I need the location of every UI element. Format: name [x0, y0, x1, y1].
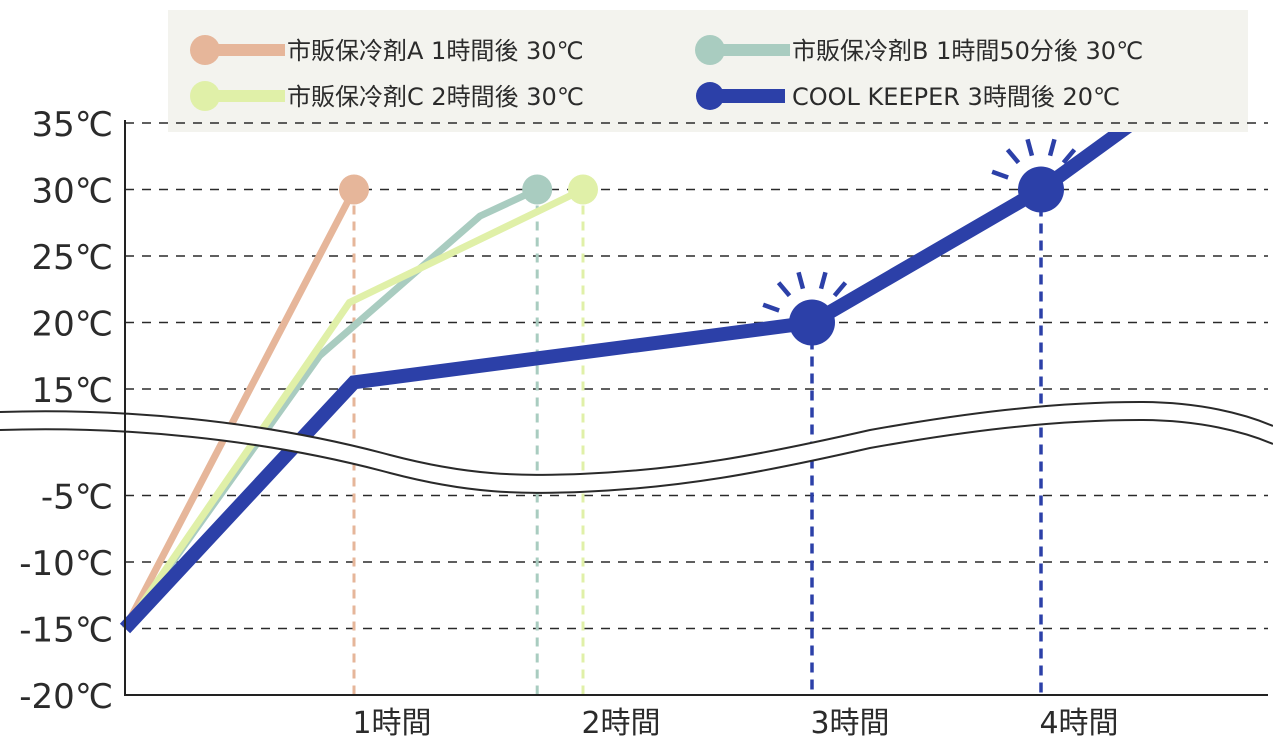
series-line-1	[121, 187, 358, 631]
marker-burst-ray	[762, 302, 780, 313]
legend-label-3: 市販保冷剤C 2時間後 30℃	[287, 83, 584, 111]
marker-series-4	[789, 299, 835, 346]
axes-layer: 35℃ 30℃ 25℃ 20℃ 15℃ -5℃ -10℃ -15℃ -20℃ 1時間 2時間 3時間 4…	[19, 105, 1268, 741]
y-tick-label: 15℃	[32, 371, 113, 411]
legend-swatch-dot-3	[190, 81, 220, 111]
x-tick-label: 2時間	[581, 706, 660, 741]
marker-burst-ray	[818, 271, 828, 290]
marker-burst-ray	[1025, 138, 1035, 157]
series-layer	[119, 132, 1133, 634]
x-tick-label: 4時間	[1039, 706, 1118, 741]
axis-break-line-lower	[0, 418, 1273, 494]
marker-series-3	[568, 174, 598, 205]
legend-label-2: 市販保冷剤B 1時間50分後 30℃	[792, 37, 1143, 65]
x-tick-label: 1時間	[352, 706, 431, 741]
marker-burst-ray	[1047, 138, 1057, 157]
y-tick-label: 30℃	[32, 172, 113, 212]
legend-swatch-dot-4	[696, 82, 724, 110]
marker-series-4	[1018, 166, 1064, 213]
axis-break	[0, 138, 1273, 494]
axis-break-band	[0, 402, 1273, 493]
drop-lines-layer	[352, 189, 1043, 695]
marker-series-1	[339, 174, 369, 205]
grid-layer	[125, 122, 1268, 630]
series-line-4	[119, 132, 1133, 634]
y-tick-label: 25℃	[32, 238, 113, 278]
y-tick-label: -15℃	[19, 611, 113, 651]
legend-label-4: COOL KEEPER 3時間後 20℃	[792, 83, 1120, 111]
marker-burst-ray	[776, 281, 792, 298]
series-line-3	[122, 186, 585, 631]
marker-burst-ray	[1005, 148, 1021, 165]
y-tick-label: -5℃	[41, 478, 113, 518]
marker-burst-ray	[796, 271, 806, 290]
legend-box	[168, 10, 1248, 132]
legend: 市販保冷剤A 1時間後 30℃ 市販保冷剤B 1時間50分後 30℃ 市販保冷剤C …	[190, 35, 1143, 111]
x-tick-label: 3時間	[810, 706, 889, 741]
legend-label-1: 市販保冷剤A 1時間後 30℃	[287, 37, 583, 65]
y-tick-label: 20℃	[32, 305, 113, 345]
y-tick-label: -20℃	[19, 677, 113, 717]
legend-swatch-dot-2	[695, 35, 725, 65]
legend-swatch-dot-1	[190, 35, 220, 65]
marker-burst-ray	[991, 169, 1009, 180]
y-tick-label: -10℃	[19, 544, 113, 584]
axis-break-line-upper	[0, 400, 1273, 476]
marker-burst-ray	[832, 281, 848, 298]
marker-series-2	[522, 174, 553, 205]
y-tick-label: 35℃	[32, 105, 113, 145]
marker-burst-ray	[1061, 148, 1077, 165]
